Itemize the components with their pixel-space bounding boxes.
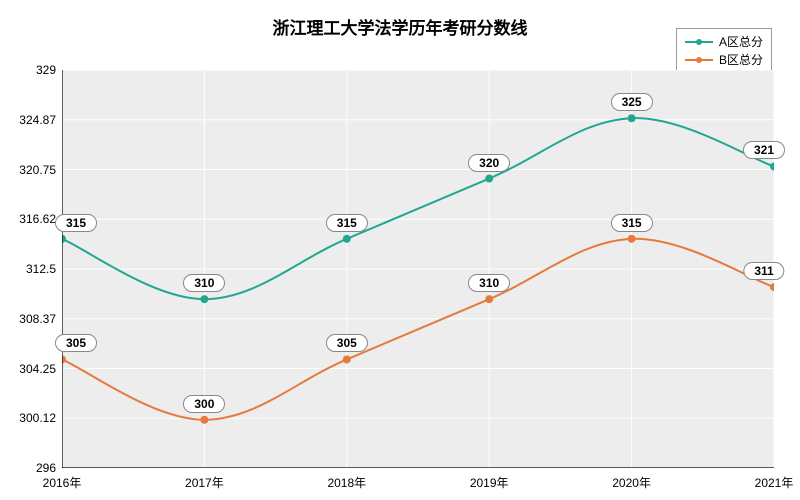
data-label: 315 [611, 214, 653, 232]
legend-item-b: B区总分 [685, 51, 763, 69]
x-tick-label: 2020年 [612, 468, 651, 491]
series-marker [628, 114, 636, 122]
chart-container: 浙江理工大学法学历年考研分数线 A区总分 B区总分 296300.12304.2… [0, 0, 800, 500]
series-marker [343, 355, 351, 363]
legend-line-b [685, 59, 713, 61]
series-marker [343, 235, 351, 243]
data-label: 300 [183, 395, 225, 413]
legend-box: A区总分 B区总分 [676, 28, 772, 74]
plot-area: 296300.12304.25308.37312.5316.62320.7532… [62, 70, 774, 468]
data-label: 305 [326, 334, 368, 352]
data-label: 311 [743, 262, 784, 280]
legend-label-b: B区总分 [719, 51, 763, 69]
series-marker [628, 235, 636, 243]
legend-label-a: A区总分 [719, 33, 763, 51]
series-marker [200, 416, 208, 424]
x-tick-label: 2018年 [327, 468, 366, 491]
data-label: 315 [55, 214, 97, 232]
x-tick-label: 2019年 [470, 468, 509, 491]
y-tick-label: 324.87 [19, 113, 62, 127]
series-marker [200, 295, 208, 303]
y-tick-label: 304.25 [19, 362, 62, 376]
y-tick-label: 329 [36, 63, 62, 77]
series-marker [485, 175, 493, 183]
x-tick-label: 2017年 [185, 468, 224, 491]
legend-marker-b [696, 57, 702, 63]
plot-svg [62, 70, 774, 468]
x-tick-label: 2021年 [755, 468, 794, 491]
data-label: 321 [743, 141, 785, 159]
data-label: 310 [183, 274, 225, 292]
data-label: 320 [468, 154, 510, 172]
data-label: 325 [611, 93, 653, 111]
data-label: 315 [326, 214, 368, 232]
data-label: 310 [468, 274, 510, 292]
series-marker [485, 295, 493, 303]
data-label: 305 [55, 334, 97, 352]
y-tick-label: 300.12 [19, 411, 62, 425]
legend-marker-a [696, 39, 702, 45]
y-tick-label: 312.5 [26, 262, 62, 276]
legend-line-a [685, 41, 713, 43]
legend-item-a: A区总分 [685, 33, 763, 51]
y-tick-label: 320.75 [19, 163, 62, 177]
y-tick-label: 308.37 [19, 312, 62, 326]
x-tick-label: 2016年 [43, 468, 82, 491]
